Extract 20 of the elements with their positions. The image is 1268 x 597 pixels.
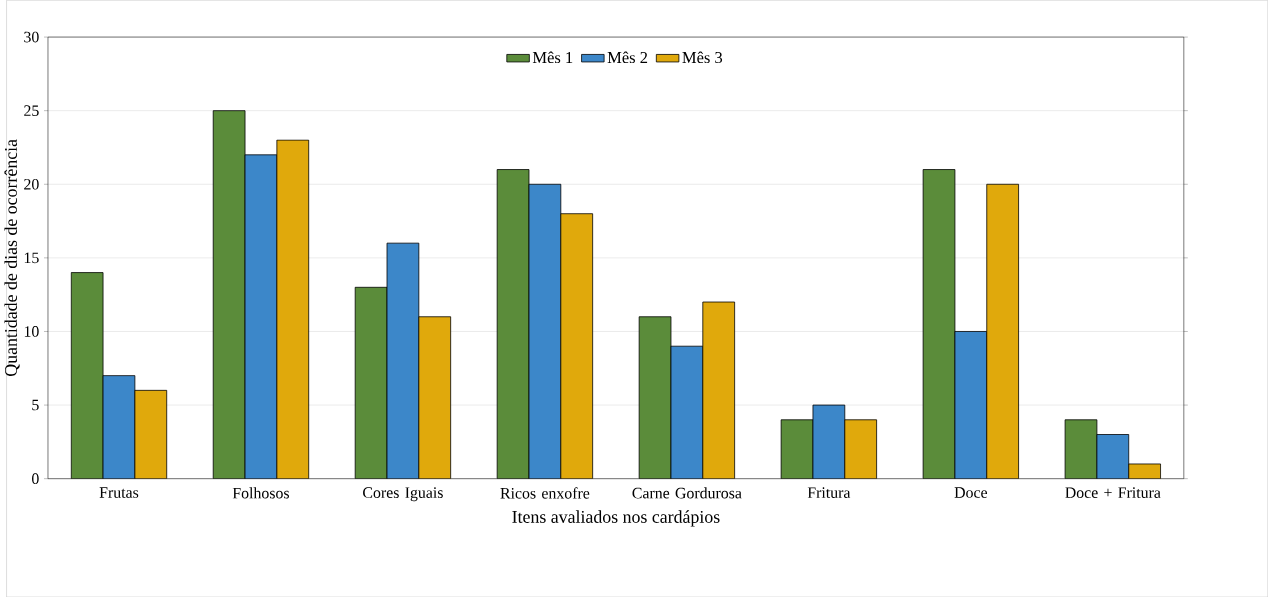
x-tick-label: Doce + Fritura [1065,487,1161,498]
y-tick-label: 15 [24,252,39,264]
y-tick-label: 30 [24,31,39,43]
y-tick-label: 20 [24,178,39,190]
x-tick-label: Fritura [807,487,851,498]
x-tick-label: Doce [954,487,988,498]
legend-label: Mês 1 [532,51,573,63]
y-tick-label: 10 [24,325,39,337]
y-tick-label: 5 [32,399,39,411]
x-tick-label: Frutas [99,487,139,498]
x-axis-title: Itens avaliados nos cardápios [512,510,720,527]
x-tick-label: Cores Iguais [363,487,443,502]
legend-label: Mês 2 [607,51,648,63]
legend-label: Mês 3 [682,51,723,63]
y-axis-title: Quantidade de dias de ocorrência [4,139,20,376]
x-tick-label: Folhosos [232,487,289,499]
x-tick-label: Ricos enxofre [500,487,590,499]
x-tick-label: Carne Gordurosa [632,487,742,499]
y-tick-label: 25 [24,105,39,116]
y-tick-label: 0 [32,473,39,484]
